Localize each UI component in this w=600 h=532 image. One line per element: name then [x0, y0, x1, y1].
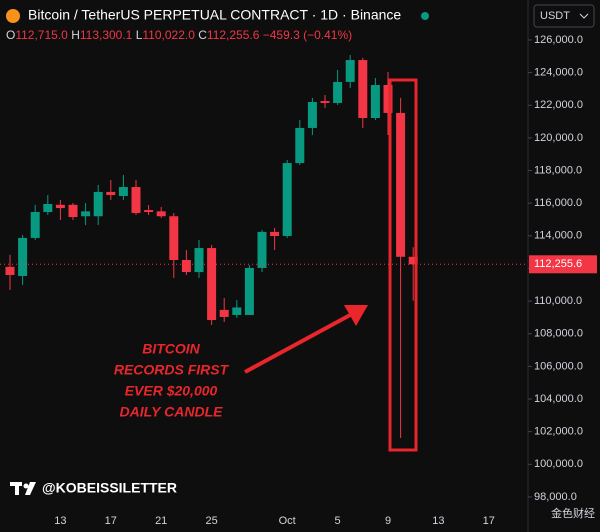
ohlc-key: H	[71, 28, 80, 42]
y-tick-label: 124,000.0	[534, 67, 583, 79]
change: −459.3 (−0.41%)	[263, 28, 352, 42]
y-tick-label: 110,000.0	[534, 295, 582, 307]
y-tick-label: 100,000.0	[534, 458, 583, 470]
last-price-label: 112,255.6	[534, 258, 582, 270]
x-tick-label: 17	[483, 515, 495, 527]
x-tick-label: Oct	[279, 515, 296, 527]
candle-body	[30, 211, 40, 238]
candle-body	[244, 267, 254, 315]
candle-body	[370, 85, 380, 118]
y-tick-label: 118,000.0	[534, 164, 582, 176]
candle-body	[270, 231, 280, 236]
candle-body	[383, 85, 393, 113]
ohlc-value: 113,300.1	[80, 28, 133, 42]
x-tick-label: 21	[155, 515, 167, 527]
candle-body	[408, 256, 418, 265]
y-tick-label: 108,000.0	[534, 328, 583, 340]
ohlc-value: 112,255.6	[207, 28, 260, 42]
ohlc-value: 112,715.0	[15, 28, 68, 42]
candle-body	[358, 60, 368, 118]
candle-body	[257, 231, 267, 268]
x-tick-label: 17	[105, 515, 117, 527]
chart-title: Bitcoin / TetherUS PERPETUAL CONTRACT · …	[28, 7, 401, 23]
y-tick-label: 98,000.0	[534, 491, 577, 503]
coin-icon	[6, 9, 20, 23]
tv-logo	[10, 482, 36, 495]
arrow-head	[344, 305, 368, 326]
candle-body	[118, 187, 128, 197]
candle-body	[345, 60, 355, 82]
x-tick-label: 9	[385, 515, 391, 527]
annotation-line: RECORDS FIRST	[114, 362, 230, 378]
y-tick-label: 106,000.0	[534, 360, 583, 372]
source-mark: 金色财经	[551, 506, 595, 520]
candle-body	[68, 204, 78, 218]
candle-body	[18, 237, 28, 276]
plot-area: 98,000.0 100,000.0 102,000.0 104,000.0 106,0…	[0, 34, 583, 527]
candle-body	[307, 102, 317, 128]
y-tick-label: 120,000.0	[534, 132, 583, 144]
y-tick-label: 126,000.0	[534, 34, 583, 46]
x-tick-label: 5	[335, 515, 341, 527]
highlight-box	[388, 78, 418, 452]
candle-body	[5, 266, 15, 275]
last-price-box	[529, 255, 597, 274]
status-dot	[421, 12, 429, 20]
candle-body	[396, 112, 406, 257]
annotation-line: DAILY CANDLE	[120, 404, 224, 420]
candle-body	[169, 216, 179, 260]
candle-body	[81, 211, 91, 217]
x-tick-label: 13	[54, 515, 66, 527]
watermark: @KOBEISSILETTER	[42, 480, 177, 496]
candle-body	[156, 211, 166, 217]
candle-body	[194, 248, 204, 273]
y-tick-label: 122,000.0	[534, 99, 583, 111]
ohlc-header: O112,715.0 H113,300.1 L110,022.0 C112,25…	[6, 28, 352, 42]
candle-body	[106, 191, 116, 196]
y-tick-label: 116,000.0	[534, 197, 582, 209]
currency-dropdown[interactable]	[533, 4, 595, 28]
candle-body	[144, 210, 154, 212]
y-tick-label: 104,000.0	[534, 393, 583, 405]
ohlc-value: 110,022.0	[142, 28, 195, 42]
ohlc-key: L	[136, 28, 143, 42]
candle-body	[93, 191, 103, 217]
candle-body	[333, 81, 343, 103]
candle-body	[282, 163, 292, 236]
annotation: BITCOIN RECORDS FIRST EVER $20,000 DAILY…	[114, 341, 230, 420]
candle-body	[232, 307, 242, 315]
currency-label: USDT	[540, 10, 570, 22]
candle-body	[181, 259, 191, 273]
candle-body	[320, 101, 330, 103]
candle-body	[295, 127, 305, 164]
ohlc-key: O	[6, 28, 15, 42]
dropdown-caret	[579, 13, 589, 19]
arrow-shaft	[244, 312, 353, 374]
annotation-line: EVER $20,000	[125, 383, 218, 399]
y-tick-label: 102,000.0	[534, 426, 583, 438]
y-tick-label: 114,000.0	[534, 230, 582, 242]
x-tick-label: 25	[205, 515, 217, 527]
candle-body	[219, 309, 229, 317]
x-tick-label: 13	[432, 515, 444, 527]
annotation-line: BITCOIN	[142, 341, 200, 357]
candle-body	[207, 248, 217, 321]
candle-body	[55, 204, 65, 209]
candle-body	[131, 187, 141, 213]
candle-body	[43, 204, 53, 212]
ohlc-key: C	[198, 28, 207, 42]
